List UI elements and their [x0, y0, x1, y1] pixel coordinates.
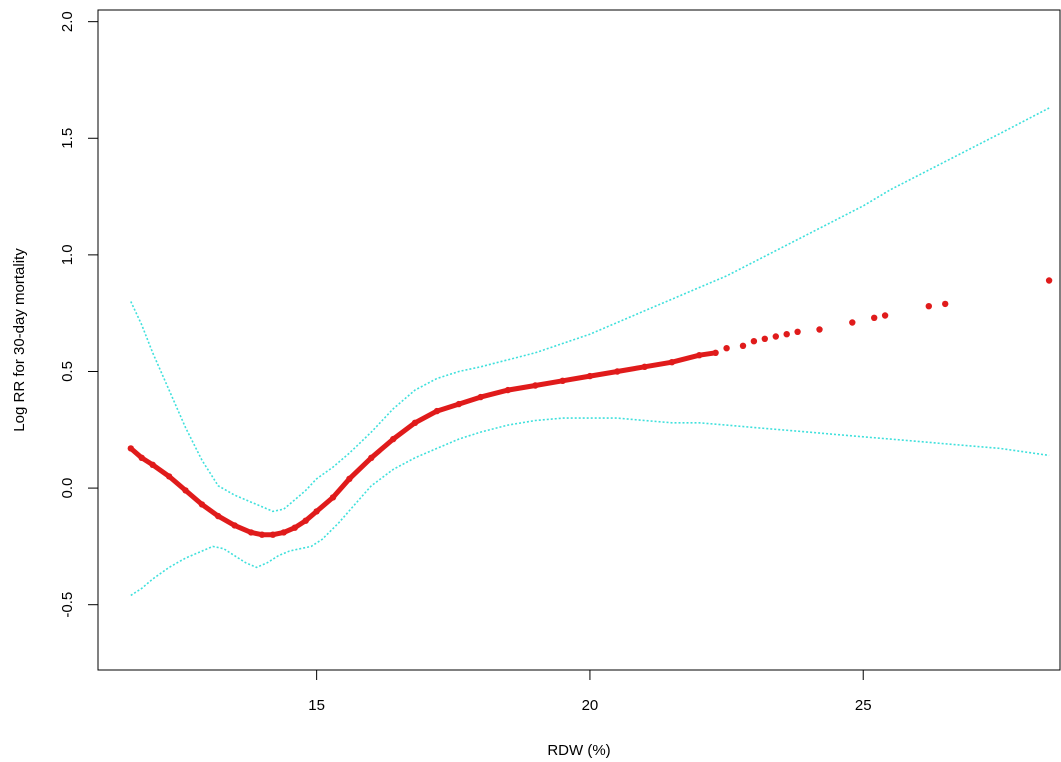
- y-tick-label: 2.0: [59, 11, 76, 32]
- x-axis: 15 20 25: [308, 670, 872, 714]
- confidence-band: [130, 107, 1050, 597]
- y-tick-label: 1.5: [59, 128, 76, 149]
- y-tick-label: 0.0: [59, 478, 76, 499]
- estimate-point: [280, 529, 287, 536]
- lower-ci-line: [130, 417, 1050, 597]
- estimate-point: [269, 531, 277, 538]
- estimate-point: [614, 368, 621, 375]
- estimate-point: [881, 312, 889, 319]
- y-tick-label: -0.5: [59, 592, 76, 618]
- estimate-point: [586, 372, 594, 380]
- estimate-points: [127, 277, 1053, 538]
- estimate-point: [182, 487, 189, 494]
- x-tick-label: 25: [855, 697, 872, 714]
- estimate-point: [849, 319, 856, 326]
- estimate-point: [723, 345, 730, 352]
- estimate-point: [138, 454, 145, 461]
- estimate-point: [942, 300, 949, 308]
- estimate-point: [761, 335, 768, 342]
- estimate-point: [871, 314, 878, 321]
- y-axis: -0.5 0.0 0.5 1.0 1.5 2.0: [59, 11, 98, 618]
- estimate-point: [346, 475, 353, 482]
- estimate-point: [291, 524, 298, 531]
- estimate-point: [302, 517, 309, 524]
- estimate-point: [313, 508, 320, 515]
- estimate-point: [504, 386, 512, 394]
- estimate-point: [750, 338, 758, 345]
- upper-ci-line: [130, 107, 1050, 513]
- estimate-point: [411, 419, 419, 426]
- estimate-point: [165, 473, 173, 480]
- estimate-point: [149, 461, 156, 468]
- estimate-point: [668, 359, 676, 366]
- estimate-point: [247, 529, 255, 536]
- estimate-point: [925, 303, 932, 310]
- estimate-point: [127, 445, 134, 452]
- plot-frame: [97, 9, 1061, 671]
- estimate-point: [329, 494, 337, 501]
- estimate-point: [739, 342, 747, 349]
- estimate-point: [696, 352, 703, 359]
- estimate-point: [390, 435, 397, 443]
- x-axis-title: RDW (%): [547, 742, 610, 759]
- estimate-point: [455, 400, 462, 408]
- estimate-point: [559, 377, 566, 384]
- estimate-point: [1045, 277, 1053, 284]
- estimate-point: [368, 454, 375, 461]
- estimate-point: [215, 512, 222, 520]
- estimate-point: [794, 328, 801, 335]
- estimate-point: [641, 363, 648, 370]
- estimate-point: [477, 393, 484, 401]
- estimate-point: [816, 326, 823, 333]
- x-tick-label: 20: [582, 697, 599, 714]
- estimate-point: [712, 349, 719, 356]
- y-axis-title: Log RR for 30-day mortality: [11, 248, 28, 432]
- x-tick-label: 15: [308, 697, 325, 714]
- estimate-point: [532, 382, 539, 389]
- estimate-point: [433, 407, 441, 415]
- y-tick-label: 1.0: [59, 244, 76, 265]
- estimate-point: [783, 331, 790, 338]
- y-tick-label: 0.5: [59, 361, 76, 382]
- estimate-point: [258, 531, 266, 538]
- estimate-point: [198, 501, 206, 508]
- estimate-point: [772, 333, 779, 340]
- estimate-curve: [128, 350, 719, 538]
- estimate-point: [231, 522, 238, 529]
